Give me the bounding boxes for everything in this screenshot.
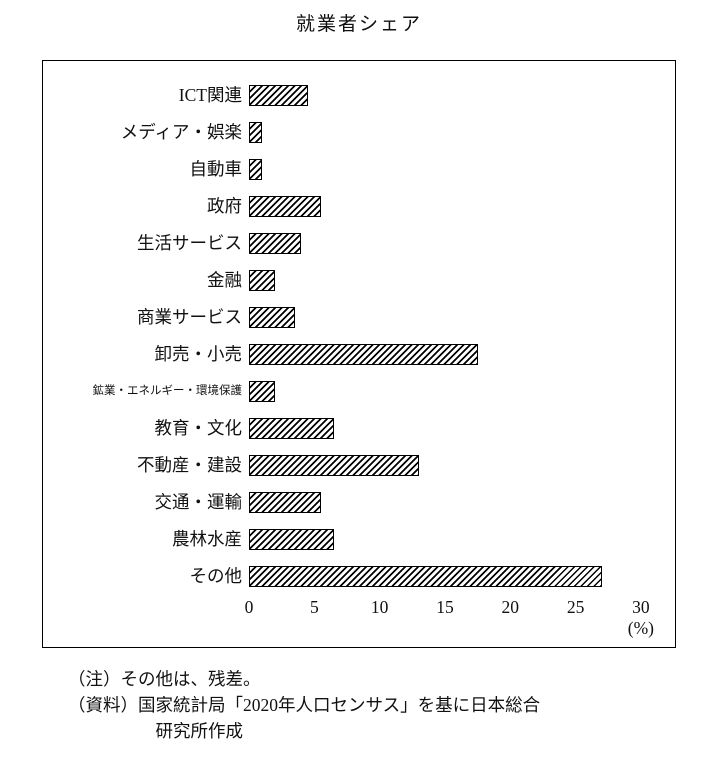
bar bbox=[249, 233, 302, 254]
bar bbox=[249, 418, 334, 439]
category-label: 政府 bbox=[207, 195, 242, 216]
plot-cell bbox=[249, 262, 667, 299]
plot-cell bbox=[249, 225, 667, 262]
x-axis-unit: (%) bbox=[627, 618, 654, 638]
bar bbox=[249, 344, 478, 365]
category-label: 教育・文化 bbox=[154, 417, 243, 438]
plot-cell bbox=[249, 447, 667, 484]
category-label: その他 bbox=[189, 565, 243, 586]
plot-cell bbox=[249, 484, 667, 521]
bar bbox=[249, 196, 321, 217]
x-axis: 0 5 10 15 20 25 30 (%) bbox=[49, 597, 667, 645]
note-line: 研究所作成 bbox=[155, 721, 244, 741]
bar bbox=[249, 529, 334, 550]
plot-cell bbox=[249, 558, 667, 595]
bar bbox=[249, 307, 295, 328]
category-label: 商業サービス bbox=[137, 306, 242, 327]
note-line: （資料）国家統計局「2020年人口センサス」を基に日本総合 bbox=[68, 695, 541, 715]
bars-container: ICT関連メディア・娯楽自動車政府生活サービス金融商業サービス卸売・小売鉱業・エ… bbox=[49, 77, 667, 595]
bar-row: 卸売・小売 bbox=[49, 336, 667, 373]
bar bbox=[249, 566, 602, 587]
x-tick-label: 15 bbox=[436, 597, 454, 617]
category-label: ICT関連 bbox=[178, 84, 242, 105]
x-axis-ticks: 0 5 10 15 20 25 30 (%) bbox=[245, 597, 667, 645]
bar-row: 自動車 bbox=[49, 151, 667, 188]
plot-cell bbox=[249, 114, 667, 151]
plot-cell bbox=[249, 151, 667, 188]
bar bbox=[249, 381, 276, 402]
note-line: （注）その他は、残差。 bbox=[68, 669, 261, 689]
category-label: 金融 bbox=[207, 269, 242, 290]
x-tick-label: 25 bbox=[566, 597, 585, 617]
plot-cell bbox=[249, 336, 667, 373]
bar-row: 生活サービス bbox=[49, 225, 667, 262]
plot-cell bbox=[249, 77, 667, 114]
plot-cell bbox=[249, 299, 667, 336]
axis-label-spacer bbox=[49, 597, 249, 645]
plot-cell bbox=[249, 373, 667, 410]
category-label: 交通・運輸 bbox=[154, 491, 243, 512]
bar bbox=[249, 159, 263, 180]
category-label: 不動産・建設 bbox=[137, 454, 242, 475]
bar bbox=[249, 455, 419, 476]
category-label: 鉱業・エネルギー・環境保護 bbox=[92, 384, 243, 397]
bar-row: 不動産・建設 bbox=[49, 447, 667, 484]
category-label: 生活サービス bbox=[137, 232, 242, 253]
x-tick-label: 10 bbox=[370, 597, 389, 617]
category-label: メディア・娯楽 bbox=[120, 121, 242, 142]
x-tick-label: 0 bbox=[244, 597, 254, 617]
bar-row: 金融 bbox=[49, 262, 667, 299]
chart-plot-area: ICT関連メディア・娯楽自動車政府生活サービス金融商業サービス卸売・小売鉱業・エ… bbox=[42, 60, 676, 648]
bar bbox=[249, 85, 308, 106]
bar-row: 教育・文化 bbox=[49, 410, 667, 447]
bar bbox=[249, 492, 321, 513]
bar-row: 交通・運輸 bbox=[49, 484, 667, 521]
x-tick-label: 30 bbox=[632, 597, 650, 617]
plot-cell bbox=[249, 521, 667, 558]
bar bbox=[249, 122, 263, 143]
x-tick-label: 5 bbox=[309, 597, 319, 617]
bar-row: 商業サービス bbox=[49, 299, 667, 336]
bar-row: 農林水産 bbox=[49, 521, 667, 558]
bar bbox=[249, 270, 276, 291]
category-label: 卸売・小売 bbox=[154, 343, 243, 364]
chart-title: 就業者シェア bbox=[295, 14, 422, 35]
bar-row: その他 bbox=[49, 558, 667, 595]
x-tick-label: 20 bbox=[501, 597, 520, 617]
bar-row: 政府 bbox=[49, 188, 667, 225]
source-notes: （注）その他は、残差。 （資料）国家統計局「2020年人口センサス」を基に日本総… bbox=[0, 666, 718, 744]
plot-cell bbox=[249, 188, 667, 225]
bar-row: メディア・娯楽 bbox=[49, 114, 667, 151]
bar-row: 鉱業・エネルギー・環境保護 bbox=[49, 373, 667, 410]
bar-row: ICT関連 bbox=[49, 77, 667, 114]
plot-cell bbox=[249, 410, 667, 447]
category-label: 農林水産 bbox=[172, 528, 242, 549]
category-label: 自動車 bbox=[189, 158, 243, 179]
